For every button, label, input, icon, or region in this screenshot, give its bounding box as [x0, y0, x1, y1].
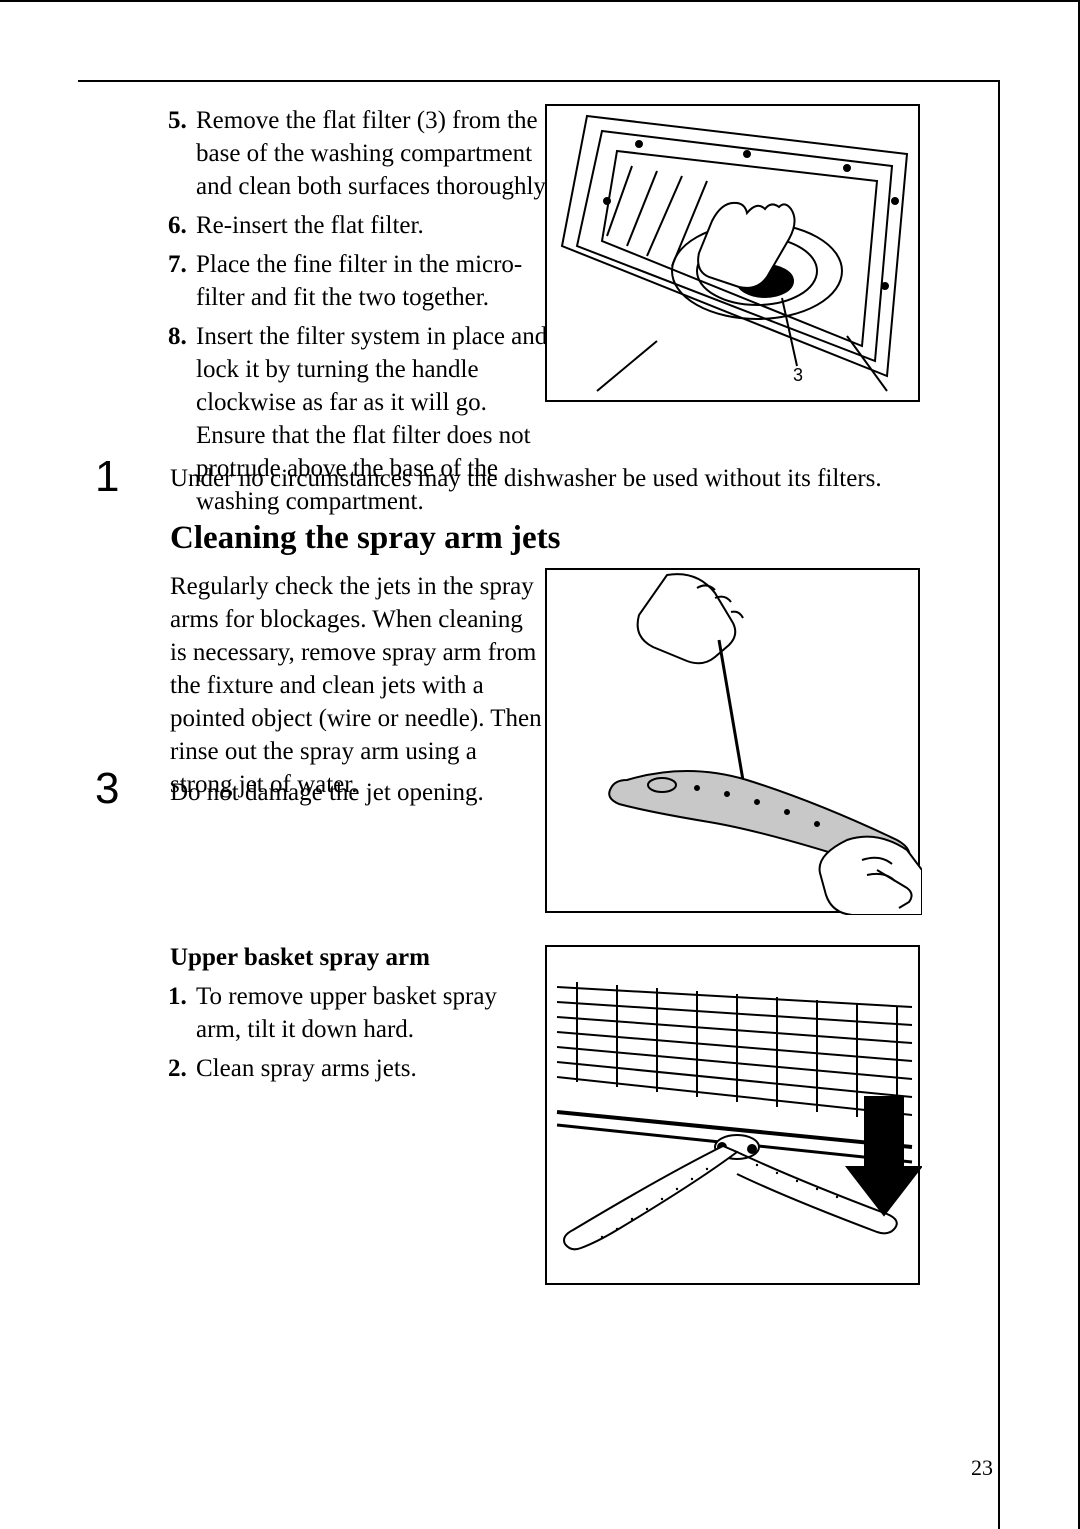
figure-1-label: 3 [793, 365, 803, 385]
right-rule [998, 80, 1000, 1529]
page-number: 23 [971, 1455, 993, 1481]
top-rule [78, 80, 1000, 82]
step-6: 6. Re-insert the flat filter. [168, 209, 558, 242]
margin-num-3: 3 [95, 764, 119, 814]
figure-upper-basket [545, 945, 920, 1285]
steps-top: 5. Remove the flat filter (3) from the b… [168, 104, 558, 524]
step-b1: 1. To remove upper basket spray arm, til… [168, 980, 543, 1046]
page: 5. Remove the flat filter (3) from the b… [0, 0, 1080, 1529]
step-b2-num: 2. [168, 1052, 196, 1085]
step-7: 7. Place the fine filter in the micro-fi… [168, 248, 558, 314]
section-body: Regularly check the jets in the spray ar… [170, 570, 545, 801]
margin-num-1: 1 [95, 452, 119, 502]
step-6-num: 6. [168, 209, 196, 242]
warning-1-text: Under no circumstances may the dishwashe… [170, 462, 915, 496]
step-7-num: 7. [168, 248, 196, 314]
warning-3-text: Do not damage the jet opening. [170, 776, 540, 810]
upper-basket-icon [547, 947, 922, 1287]
step-b1-text: To remove upper basket spray arm, tilt i… [196, 980, 543, 1046]
step-b2-text: Clean spray arms jets. [196, 1052, 543, 1085]
spray-arm-clean-icon [547, 570, 922, 915]
step-5: 5. Remove the flat filter (3) from the b… [168, 104, 558, 203]
step-5-text: Remove the flat filter (3) from the base… [196, 104, 558, 203]
steps-bottom: 1. To remove upper basket spray arm, til… [168, 980, 543, 1091]
subheading: Upper basket spray arm [170, 944, 430, 972]
figure-filter-base: 3 [545, 104, 920, 402]
filter-base-icon: 3 [547, 106, 922, 404]
step-6-text: Re-insert the flat filter. [196, 209, 558, 242]
figure-spray-arm-clean [545, 568, 920, 913]
step-5-num: 5. [168, 104, 196, 203]
step-7-text: Place the fine filter in the micro-filte… [196, 248, 558, 314]
step-b2: 2. Clean spray arms jets. [168, 1052, 543, 1085]
step-b1-num: 1. [168, 980, 196, 1046]
section-heading: Cleaning the spray arm jets [170, 520, 560, 557]
